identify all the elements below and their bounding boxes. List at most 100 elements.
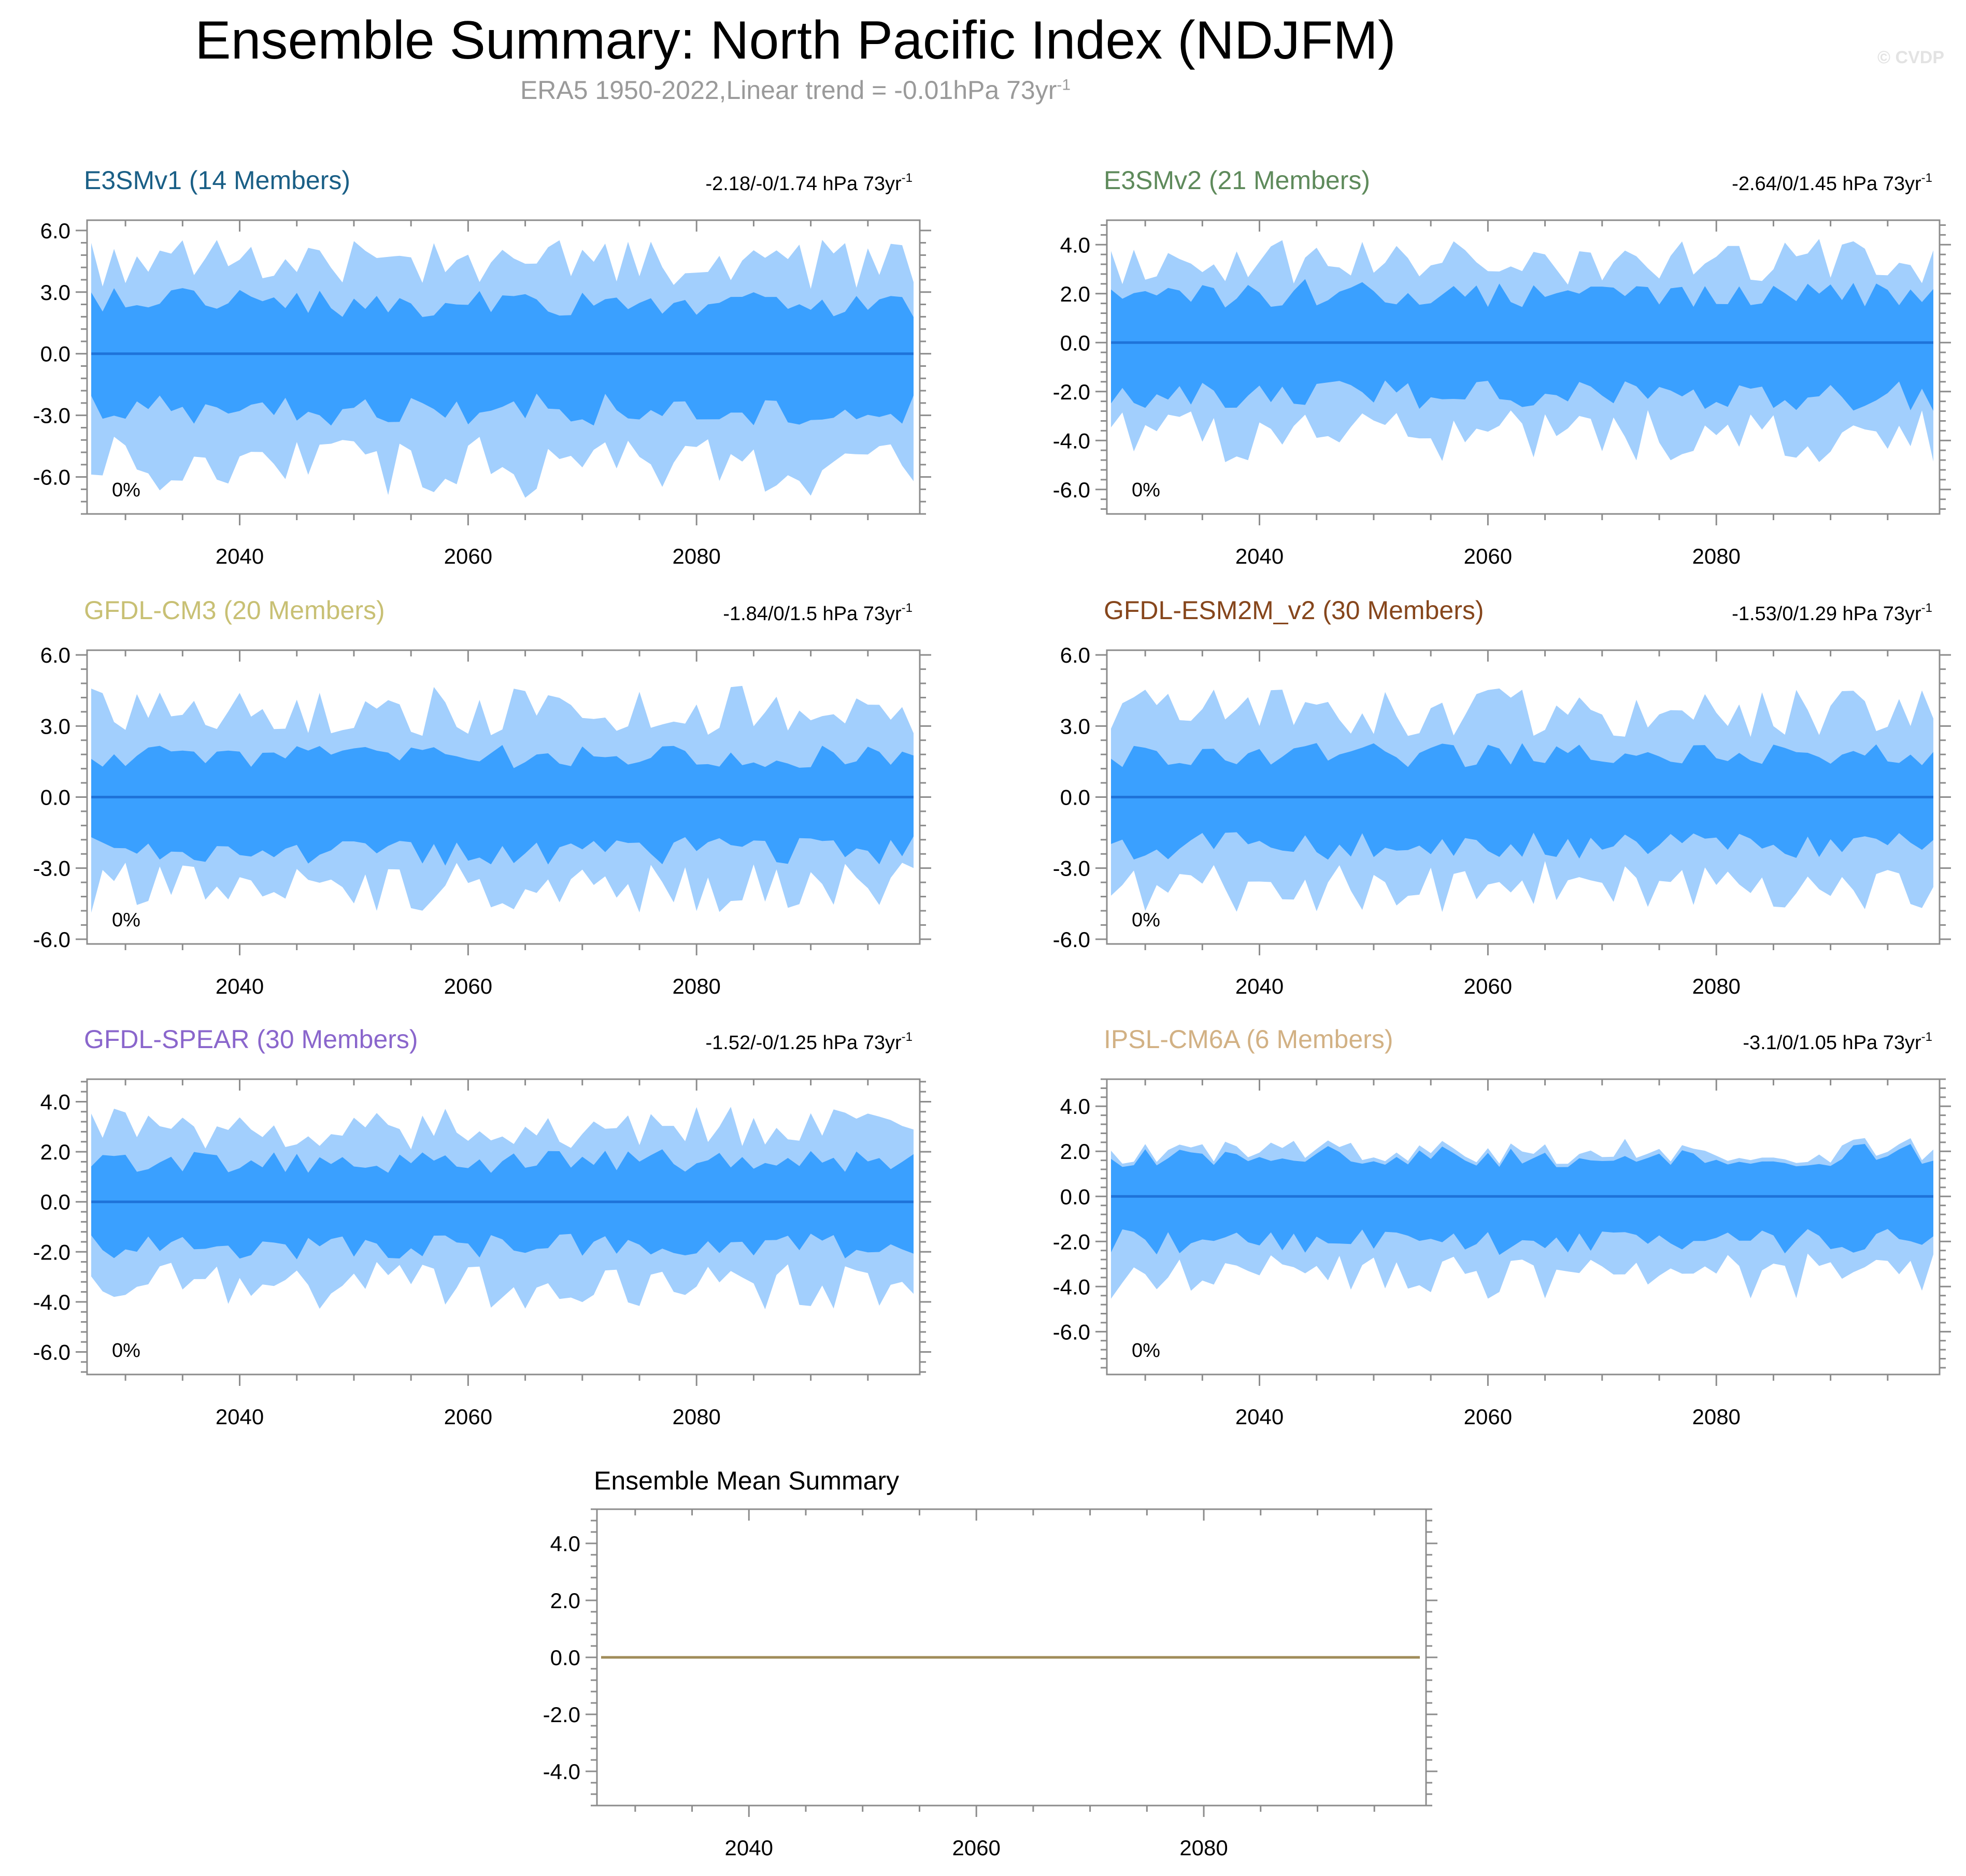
y-tick-label: 2.0 (1060, 282, 1090, 306)
panel-e3smv2: E3SMv2 (21 Members) -2.64/0/1.45 hPa 73yr… (1053, 166, 1951, 568)
x-tick-label: 2080 (1692, 1405, 1740, 1429)
inner-spread-band (91, 745, 914, 866)
subtitle-superscript: -1 (1057, 76, 1071, 94)
panel-title: Ensemble Mean Summary (594, 1466, 899, 1495)
y-tick-label: 4.0 (1060, 233, 1090, 257)
inner-spread-band (91, 288, 914, 426)
x-tick-label: 2080 (1179, 1836, 1228, 1860)
percent-label: 0% (112, 909, 140, 931)
panel-title: GFDL-ESM2M_v2 (30 Members) (1104, 596, 1484, 625)
y-tick-label: -2.0 (1053, 380, 1090, 404)
y-tick-label: 3.0 (40, 280, 70, 305)
x-tick-label: 2060 (952, 1836, 1000, 1860)
panel-title: GFDL-SPEAR (30 Members) (84, 1025, 418, 1054)
x-tick-label: 2040 (1235, 1405, 1284, 1429)
panel-trend-text: -1.84/0/1.5 hPa 73yr-1 (723, 601, 913, 625)
panel-title: IPSL-CM6A (6 Members) (1104, 1025, 1393, 1054)
y-tick-label: -6.0 (33, 1340, 70, 1365)
plot-frame (1106, 1078, 1941, 1376)
figure-title: Ensemble Summary: North Pacific Index (N… (195, 10, 1396, 70)
panel-trend-text: -1.53/0/1.29 hPa 73yr-1 (1732, 601, 1932, 625)
y-tick-label: 6.0 (1060, 643, 1090, 667)
x-tick-label: 2040 (216, 544, 264, 568)
x-tick-label: 2040 (216, 1405, 264, 1429)
panel-trend-text: -2.64/0/1.45 hPa 73yr-1 (1732, 171, 1932, 195)
x-tick-label: 2080 (1692, 544, 1740, 568)
y-tick-label: 0.0 (40, 342, 70, 366)
y-tick-label: 3.0 (40, 714, 70, 738)
x-tick-label: 2060 (444, 1405, 492, 1429)
y-tick-label: 0.0 (1060, 785, 1090, 810)
inner-spread-band (91, 1149, 914, 1259)
x-tick-label: 2080 (672, 1405, 720, 1429)
x-tick-label: 2060 (1464, 1405, 1512, 1429)
y-tick-label: -4.0 (543, 1759, 580, 1784)
y-tick-label: -2.0 (543, 1702, 580, 1727)
x-tick-label: 2040 (725, 1836, 773, 1860)
y-tick-label: 0.0 (40, 785, 70, 810)
subtitle-text: ERA5 1950-2022,Linear trend = -0.01hPa 7… (520, 76, 1057, 105)
panel-gfdl-cm3: GFDL-CM3 (20 Members) -1.84/0/1.5 hPa 73y… (33, 596, 931, 998)
plot-frame (1106, 219, 1941, 515)
panel-trend-superscript: -1 (902, 601, 913, 615)
y-tick-label: 4.0 (1060, 1094, 1090, 1119)
percent-label: 0% (1132, 479, 1160, 501)
y-tick-label: 4.0 (550, 1531, 580, 1556)
panel-trend-text: -3.1/0/1.05 hPa 73yr-1 (1743, 1030, 1932, 1054)
y-tick-label: 2.0 (550, 1588, 580, 1613)
y-tick-label: -3.0 (33, 404, 70, 428)
percent-label: 0% (112, 479, 140, 501)
panel-trend-superscript: -1 (1921, 171, 1932, 185)
y-tick-label: -6.0 (1053, 1320, 1090, 1344)
x-tick-label: 2040 (1235, 974, 1284, 998)
y-tick-label: -4.0 (1053, 428, 1090, 453)
panel-trend-superscript: -1 (902, 171, 913, 185)
x-tick-label: 2040 (216, 974, 264, 998)
y-tick-label: -4.0 (1053, 1274, 1090, 1299)
figure-subtitle: ERA5 1950-2022,Linear trend = -0.01hPa 7… (0, 75, 1591, 105)
y-tick-label: 4.0 (40, 1090, 70, 1114)
y-tick-label: -2.0 (33, 1240, 70, 1264)
y-tick-label: 0.0 (550, 1645, 580, 1670)
x-tick-label: 2080 (672, 544, 720, 568)
panel-gfdl-esm2m-v2: GFDL-ESM2M_v2 (30 Members) -1.53/0/1.29 h… (1053, 596, 1951, 998)
panel-title: E3SMv2 (21 Members) (1104, 166, 1370, 195)
cvdp-watermark: © CVDP (1877, 48, 1944, 67)
y-tick-label: -6.0 (33, 465, 70, 490)
x-tick-label: 2060 (1464, 974, 1512, 998)
y-tick-label: -6.0 (33, 927, 70, 952)
panel-title: GFDL-CM3 (20 Members) (84, 596, 385, 625)
inner-spread-band (1111, 743, 1933, 860)
y-tick-label: -3.0 (33, 856, 70, 881)
x-tick-label: 2080 (672, 974, 720, 998)
y-tick-label: -2.0 (1053, 1229, 1090, 1254)
x-tick-label: 2040 (1235, 544, 1284, 568)
x-tick-label: 2060 (444, 544, 492, 568)
inner-spread-band (1111, 1144, 1933, 1255)
y-tick-label: 0.0 (1060, 331, 1090, 355)
panel-gfdl-spear: GFDL-SPEAR (30 Members) -1.52/-0/1.25 hPa… (33, 1025, 931, 1429)
y-tick-label: -3.0 (1053, 856, 1090, 881)
panel-ipsl-cm6a: IPSL-CM6A (6 Members) -3.1/0/1.05 hPa 73y… (1053, 1025, 1951, 1429)
x-tick-label: 2060 (444, 974, 492, 998)
x-tick-label: 2060 (1464, 544, 1512, 568)
percent-label: 0% (112, 1340, 140, 1362)
y-tick-label: -6.0 (1053, 927, 1090, 952)
panel-ensemble-mean-summary: Ensemble Mean Summary 2040 2060 2080 4.0 2.0 0… (543, 1466, 1437, 1860)
y-tick-label: -4.0 (33, 1290, 70, 1314)
panel-e3smv1: E3SMv1 (14 Members) -2.18/-0/1.74 hPa 73y… (33, 166, 931, 568)
panel-trend-text: -2.18/-0/1.74 hPa 73yr-1 (706, 171, 913, 195)
panel-trend-text: -1.52/-0/1.25 hPa 73yr-1 (706, 1030, 913, 1054)
y-tick-label: -6.0 (1053, 478, 1090, 502)
y-tick-label: 6.0 (40, 643, 70, 667)
plot-frame (86, 1078, 921, 1376)
percent-label: 0% (1132, 1340, 1160, 1362)
y-tick-label: 0.0 (1060, 1184, 1090, 1209)
panel-trend-superscript: -1 (1921, 1030, 1932, 1044)
panel-trend-superscript: -1 (902, 1030, 913, 1044)
panel-title: E3SMv1 (14 Members) (84, 166, 350, 195)
inner-spread-band (1111, 279, 1933, 411)
y-tick-label: 3.0 (1060, 714, 1090, 738)
plot-frame (86, 219, 921, 515)
